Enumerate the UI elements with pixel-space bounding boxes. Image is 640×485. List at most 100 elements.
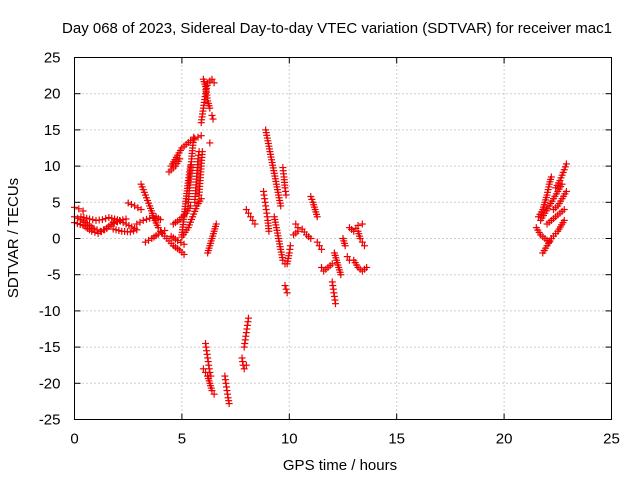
y-tick-label: 0 [52, 231, 60, 248]
data-point [242, 361, 250, 369]
data-point [547, 173, 555, 181]
data-point [292, 220, 300, 228]
y-tick-label: -25 [39, 412, 61, 429]
data-point [208, 111, 216, 119]
data-point [199, 365, 207, 373]
data-point [75, 205, 83, 213]
data-point [208, 387, 216, 395]
data-point [197, 132, 205, 140]
data-point [157, 228, 165, 236]
data-point [102, 215, 110, 223]
data-point [356, 235, 364, 242]
data-point [212, 220, 220, 228]
data-point [210, 79, 218, 87]
data-point [315, 242, 323, 250]
data-point [558, 180, 566, 188]
data-point [206, 104, 214, 112]
data-point [244, 209, 252, 217]
data-point [198, 148, 206, 156]
data-point [210, 390, 218, 398]
data-point [294, 224, 302, 232]
data-point [282, 191, 290, 199]
data-point [247, 213, 255, 221]
data-point [190, 133, 198, 141]
data-point [360, 242, 368, 250]
data-point [242, 206, 250, 214]
data-point [545, 238, 553, 246]
data-points-layer [71, 75, 570, 408]
data-point [249, 216, 257, 224]
y-tick-label: -15 [39, 339, 61, 356]
data-point [265, 227, 273, 235]
data-point [131, 202, 139, 210]
data-point [345, 256, 353, 264]
data-point [176, 155, 184, 163]
data-point [560, 216, 568, 224]
y-tick-labels: -25 -20 -15 -10 -5 0 5 10 15 20 25 [39, 50, 61, 429]
data-point [363, 263, 371, 271]
data-point [307, 235, 315, 242]
data-point [98, 216, 106, 224]
data-point [313, 238, 321, 246]
axis-ticks-layer [74, 57, 612, 420]
x-tick-label: 0 [70, 431, 78, 448]
data-point [283, 289, 291, 297]
data-point [180, 240, 188, 248]
y-tick-label: 20 [44, 86, 61, 103]
data-point [209, 115, 217, 123]
data-point [251, 220, 259, 228]
data-point [88, 227, 96, 235]
y-tick-label: -5 [47, 267, 60, 284]
data-point [225, 400, 233, 408]
data-point [358, 220, 366, 228]
data-point [130, 227, 138, 235]
x-tick-label: 25 [603, 431, 620, 448]
y-tick-label: 25 [44, 50, 61, 67]
data-point [562, 187, 570, 195]
data-point [560, 206, 568, 214]
data-point [142, 215, 150, 223]
data-point [244, 314, 252, 322]
data-point [206, 139, 214, 147]
data-point [191, 135, 199, 143]
data-point [197, 195, 205, 203]
data-point [139, 216, 147, 224]
data-point [180, 250, 188, 258]
y-axis-label: SDTVAR / TECUs [5, 178, 22, 298]
data-point [282, 285, 290, 293]
data-point [328, 260, 336, 268]
data-point [137, 206, 145, 214]
chart-title: Day 068 of 2023, Sidereal Day-to-day VTE… [62, 20, 612, 37]
data-point [341, 242, 349, 250]
data-point [127, 200, 135, 208]
y-tick-label: -20 [39, 375, 61, 392]
data-point [358, 238, 366, 246]
data-point [343, 253, 351, 261]
data-point [277, 202, 285, 210]
data-point [281, 282, 289, 290]
data-point [313, 213, 321, 221]
data-point [279, 256, 287, 264]
data-point [318, 263, 326, 271]
x-axis-label: GPS time / hours [283, 457, 397, 474]
data-point [145, 236, 153, 244]
data-point [204, 372, 212, 380]
data-point [331, 300, 339, 308]
y-tick-label: 5 [52, 194, 60, 211]
data-point [154, 224, 162, 232]
x-tick-label: 10 [281, 431, 298, 448]
data-point [318, 245, 326, 253]
y-tick-label: 10 [44, 158, 61, 175]
data-point [156, 216, 164, 224]
data-point [141, 238, 149, 246]
data-point [89, 216, 97, 224]
data-point [126, 228, 134, 236]
data-point [286, 242, 294, 250]
x-tick-label: 15 [388, 431, 405, 448]
data-point [202, 368, 210, 376]
data-point [124, 199, 132, 207]
y-tick-label: 15 [44, 122, 61, 139]
data-point [79, 207, 87, 215]
